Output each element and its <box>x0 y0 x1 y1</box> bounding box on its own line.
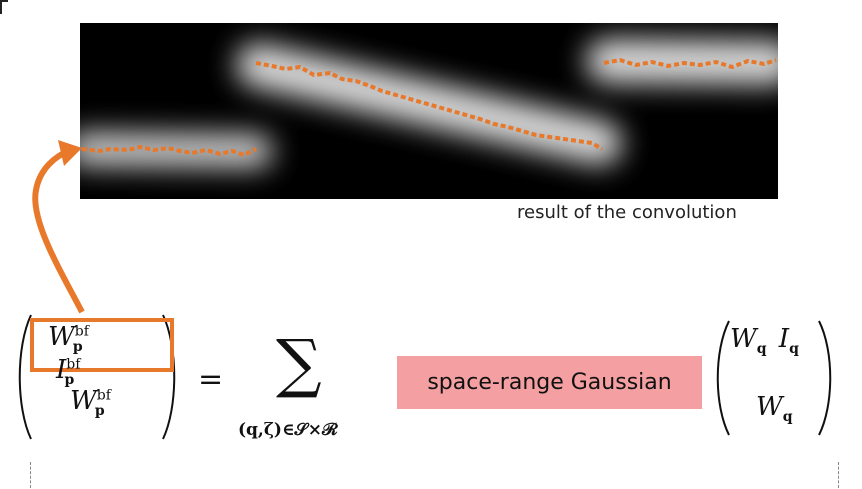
sum-index: (q,ζ)∈𝒮×ℛ <box>238 420 338 440</box>
sum-symbol: ∑ <box>276 327 322 401</box>
rhs-bottom-w: W <box>756 392 783 422</box>
convolution-caption: result of the convolution <box>517 202 737 223</box>
rhs-numerator: Wq Iq <box>730 324 799 357</box>
signal-dots <box>81 57 777 158</box>
sub-q-2: q <box>789 341 799 358</box>
highlight-box <box>30 318 174 372</box>
lhs-denominator: Wbfp <box>70 386 111 420</box>
sub-p-2: p <box>64 372 75 389</box>
lhs-numerator: Wbfp Ibfp <box>48 322 117 388</box>
space-range-gaussian-label: space-range Gaussian <box>397 356 702 409</box>
sub-q-1: q <box>756 341 767 358</box>
sup-bf-1: bf <box>74 323 89 340</box>
sub-p-3: p <box>94 403 105 420</box>
right-dotted-guide <box>838 462 839 488</box>
sup-bf-3: bf <box>96 387 111 404</box>
sub-q-3: q <box>782 409 793 426</box>
rhs-top-i: I <box>778 324 790 354</box>
sup-bf-2: bf <box>66 356 81 373</box>
rhs-top-w: W <box>730 324 757 354</box>
lhs-top-i: I <box>56 355 67 386</box>
lhs-bottom-w: W <box>70 386 97 416</box>
lhs-left-paren <box>18 314 32 440</box>
corner-mark <box>0 0 8 14</box>
sub-p-1: p <box>72 339 83 356</box>
rhs-left-paren <box>716 320 730 436</box>
blur-glow <box>80 39 778 168</box>
lhs-right-paren <box>162 314 176 440</box>
convolution-svg <box>80 39 778 168</box>
rhs-right-paren <box>818 320 832 436</box>
rhs-denominator: Wq <box>756 392 793 425</box>
convolution-result-image <box>80 23 778 199</box>
equals-sign: = <box>198 362 224 397</box>
left-dotted-guide <box>30 462 31 488</box>
lhs-top-w: W <box>48 322 75 352</box>
